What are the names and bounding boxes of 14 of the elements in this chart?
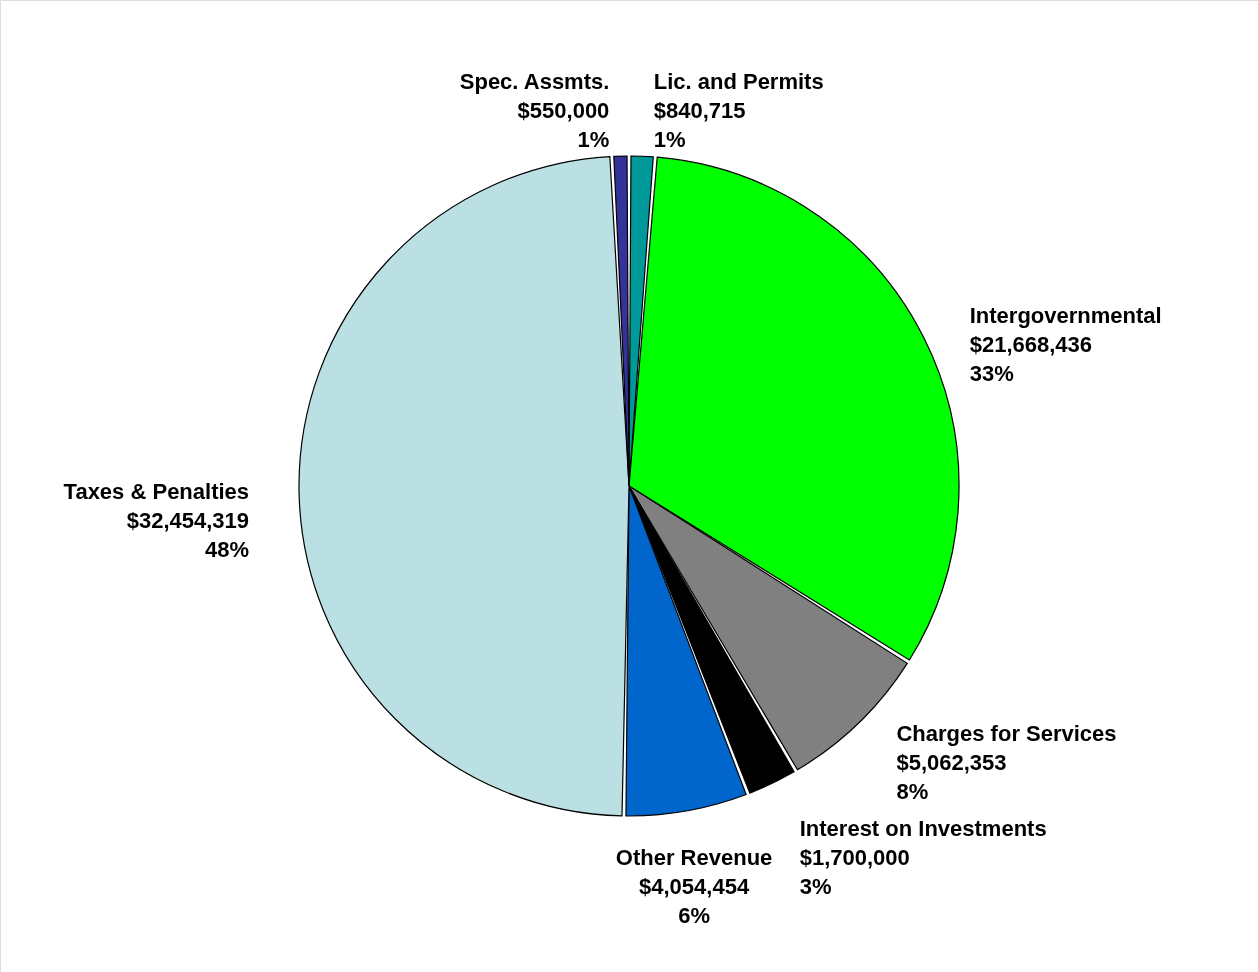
data-label: $5,062,353 8%	[896, 749, 1007, 804]
slice-label: Charges for Services	[896, 720, 1117, 746]
slice-label: Interest on Investments	[799, 815, 1047, 841]
slice-label: Intergovernmental	[969, 302, 1162, 328]
slice-label: Lic. and Permits	[653, 69, 824, 95]
data-label: $21,668,436 33%	[969, 331, 1093, 386]
data-label: $4,054,454 6%	[639, 873, 750, 928]
data-label: $1,700,000 3%	[799, 844, 910, 899]
slice-label: Spec. Assmts.	[459, 69, 610, 95]
slice-label: Other Revenue	[615, 844, 773, 870]
slice-label: Taxes & Penalties	[63, 479, 250, 505]
data-label: $32,454,319 48%	[126, 508, 250, 563]
data-label: $840,715 1%	[653, 98, 746, 153]
data-label: $550,000 1%	[517, 98, 610, 153]
